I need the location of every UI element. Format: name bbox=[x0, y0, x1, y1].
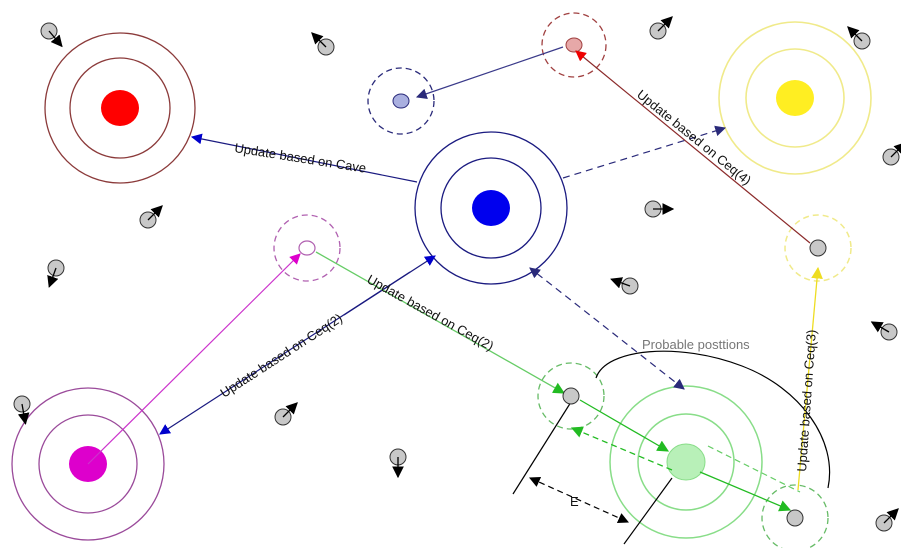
e-extent-right bbox=[623, 477, 673, 545]
green-arrow-1 bbox=[579, 399, 670, 452]
probable-positions-label: Probable posttions bbox=[642, 337, 750, 352]
grey-circle-with-arrow-icon bbox=[139, 205, 163, 229]
green-dashed-line bbox=[707, 445, 801, 493]
yellow-target bbox=[718, 21, 872, 175]
ceq3-update-arrow bbox=[797, 266, 823, 491]
ceq2-upper-update-label: Update based on Ceq(2) bbox=[365, 272, 497, 354]
e-extent-left bbox=[512, 401, 572, 495]
yellow-dashed-node bbox=[784, 214, 852, 282]
green-arrow-3 bbox=[699, 471, 792, 512]
grey-circle-with-arrow-icon bbox=[47, 259, 65, 288]
blue-target bbox=[414, 131, 568, 285]
grey-circle-with-arrow-icon bbox=[40, 22, 63, 48]
ceq4-update-arrow bbox=[575, 50, 811, 244]
cave-update-label: Update based on Cave bbox=[234, 140, 368, 176]
grey-circle-with-arrow-icon bbox=[644, 200, 675, 218]
ceq2-lower-arrow-up bbox=[343, 255, 436, 316]
grey-circle-with-arrow-icon bbox=[875, 508, 899, 532]
grey-circle-with-arrow-icon bbox=[882, 142, 901, 166]
blue-core bbox=[472, 190, 510, 226]
red-core bbox=[101, 90, 139, 126]
grey-circle-with-arrow-icon bbox=[311, 32, 335, 56]
green-core bbox=[666, 443, 706, 481]
particle-group bbox=[13, 16, 901, 532]
grey-circle-with-arrow-icon bbox=[562, 387, 580, 405]
ceq4-update-label: Update based on Ceq(4) bbox=[634, 87, 754, 188]
grey-circle-with-arrow-icon bbox=[847, 26, 871, 50]
grey-circle-with-arrow-icon bbox=[274, 402, 298, 426]
magenta-dashed-node bbox=[273, 214, 341, 282]
green-target bbox=[609, 385, 763, 539]
dashed-blue-to-yellow-arrow bbox=[562, 125, 727, 179]
grey-circle-with-arrow-icon bbox=[786, 509, 804, 527]
lavender-dashed-node bbox=[367, 67, 435, 135]
magenta-update-arrow bbox=[87, 253, 301, 465]
yellow-core bbox=[776, 80, 814, 116]
green-dashed-node-right bbox=[761, 484, 829, 548]
pink-dashed-node bbox=[541, 12, 607, 78]
grey-circle-with-arrow-icon bbox=[610, 277, 639, 295]
grey-circle-with-arrow-icon bbox=[13, 395, 31, 425]
red-target bbox=[44, 32, 196, 184]
dashed-green-to-blue-arrow bbox=[529, 267, 685, 390]
grey-circle-with-arrow-icon bbox=[809, 239, 827, 257]
pink-to-lavender-arrow bbox=[415, 46, 564, 99]
e-label: E bbox=[570, 494, 579, 509]
grey-circle-with-arrow-icon bbox=[870, 321, 898, 341]
green-arrow-2 bbox=[570, 426, 673, 471]
ceq3-update-label: Update based on Ceq(3) bbox=[794, 329, 819, 472]
ceq2-upper-arrow bbox=[315, 251, 566, 394]
grey-circle-with-arrow-icon bbox=[649, 16, 673, 40]
cave-update-arrow bbox=[190, 133, 418, 183]
ceq2-lower-update-label: Update based on Ceq(2) bbox=[217, 310, 345, 400]
grey-circle-with-arrow-icon bbox=[389, 448, 407, 479]
e-dimension-arrow bbox=[529, 477, 629, 523]
